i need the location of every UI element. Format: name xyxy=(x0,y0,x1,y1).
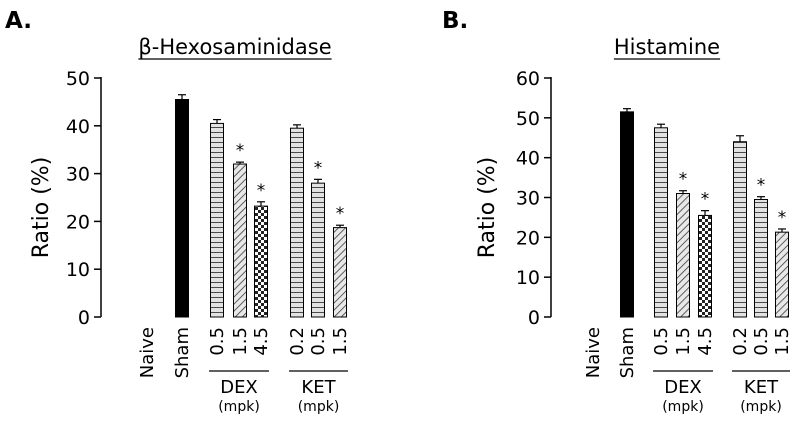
group-label: KET xyxy=(301,377,336,398)
y-axis-label: Ratio (%) xyxy=(29,157,54,259)
bar xyxy=(654,127,668,318)
x-tick-label: 0.2 xyxy=(287,327,308,356)
y-tick-label: 50 xyxy=(66,68,90,90)
y-tick-label: 60 xyxy=(516,68,540,90)
y-tick-label: 10 xyxy=(516,267,540,289)
chart-title: β-Hexosaminidase xyxy=(138,35,331,59)
x-tick-label: 0.5 xyxy=(751,327,772,356)
significance-marker: * xyxy=(701,190,710,210)
group-label: KET xyxy=(744,377,779,398)
x-tick-label: 0.5 xyxy=(308,327,329,356)
x-tick-label: 0.2 xyxy=(730,327,751,356)
x-tick-label: 1.5 xyxy=(230,327,251,356)
x-tick-label: 4.5 xyxy=(695,327,716,356)
x-tick-label: Sham xyxy=(617,327,638,378)
bar xyxy=(620,111,634,318)
x-tick-label: 0.5 xyxy=(651,327,672,356)
group-unit: (mpk) xyxy=(218,399,260,415)
chart-title: Histamine xyxy=(614,35,720,59)
y-tick-label: 20 xyxy=(66,211,90,233)
x-tick-label: Sham xyxy=(172,327,193,378)
significance-marker: * xyxy=(314,158,323,178)
bar xyxy=(754,198,768,318)
bar xyxy=(210,122,224,318)
x-tick-label: 0.5 xyxy=(207,327,228,356)
panel-a: A. β-Hexosaminidase Ratio (%) 0 10 20 30 40 50 Na… xyxy=(5,8,351,415)
x-tick-label: 1.5 xyxy=(673,327,694,356)
y-tick-label: 50 xyxy=(516,108,540,130)
x-tick-label: Naive xyxy=(137,327,158,378)
bar xyxy=(254,205,268,318)
panel-label: A. xyxy=(5,8,32,34)
group-unit: (mpk) xyxy=(298,399,340,415)
panel-b: B. Histamine Ratio (%) 0 10 20 30 40 50 60 Naive Sh… xyxy=(442,8,793,415)
group-unit: (mpk) xyxy=(740,399,782,415)
bar xyxy=(733,141,747,318)
group-label: DEX xyxy=(220,377,258,398)
x-tick-label: 4.5 xyxy=(251,327,272,356)
bar xyxy=(233,163,247,318)
y-tick-label: 40 xyxy=(66,116,90,138)
significance-marker: * xyxy=(236,141,245,161)
y-axis-label: Ratio (%) xyxy=(475,157,500,259)
significance-marker: * xyxy=(679,170,688,190)
bar xyxy=(290,127,304,318)
y-tick-label: 0 xyxy=(528,307,540,329)
bar xyxy=(676,193,690,318)
y-tick-label: 20 xyxy=(516,227,540,249)
bar xyxy=(311,182,325,318)
significance-marker: * xyxy=(757,176,766,196)
significance-marker: * xyxy=(778,208,787,228)
bar xyxy=(698,214,712,318)
bar xyxy=(333,227,347,318)
y-tick-label: 30 xyxy=(516,188,540,210)
group-unit: (mpk) xyxy=(662,399,704,415)
y-tick-label: 30 xyxy=(66,164,90,186)
panel-label: B. xyxy=(442,8,468,34)
significance-marker: * xyxy=(257,181,266,201)
x-tick-label: 1.5 xyxy=(772,327,793,356)
significance-marker: * xyxy=(336,204,345,224)
y-tick-label: 10 xyxy=(66,259,90,281)
y-tick-label: 0 xyxy=(78,307,90,329)
bar xyxy=(175,99,189,318)
y-tick-label: 40 xyxy=(516,148,540,170)
x-tick-label: Naive xyxy=(583,327,604,378)
bar xyxy=(775,231,789,318)
group-label: DEX xyxy=(664,377,702,398)
x-tick-label: 1.5 xyxy=(330,327,351,356)
